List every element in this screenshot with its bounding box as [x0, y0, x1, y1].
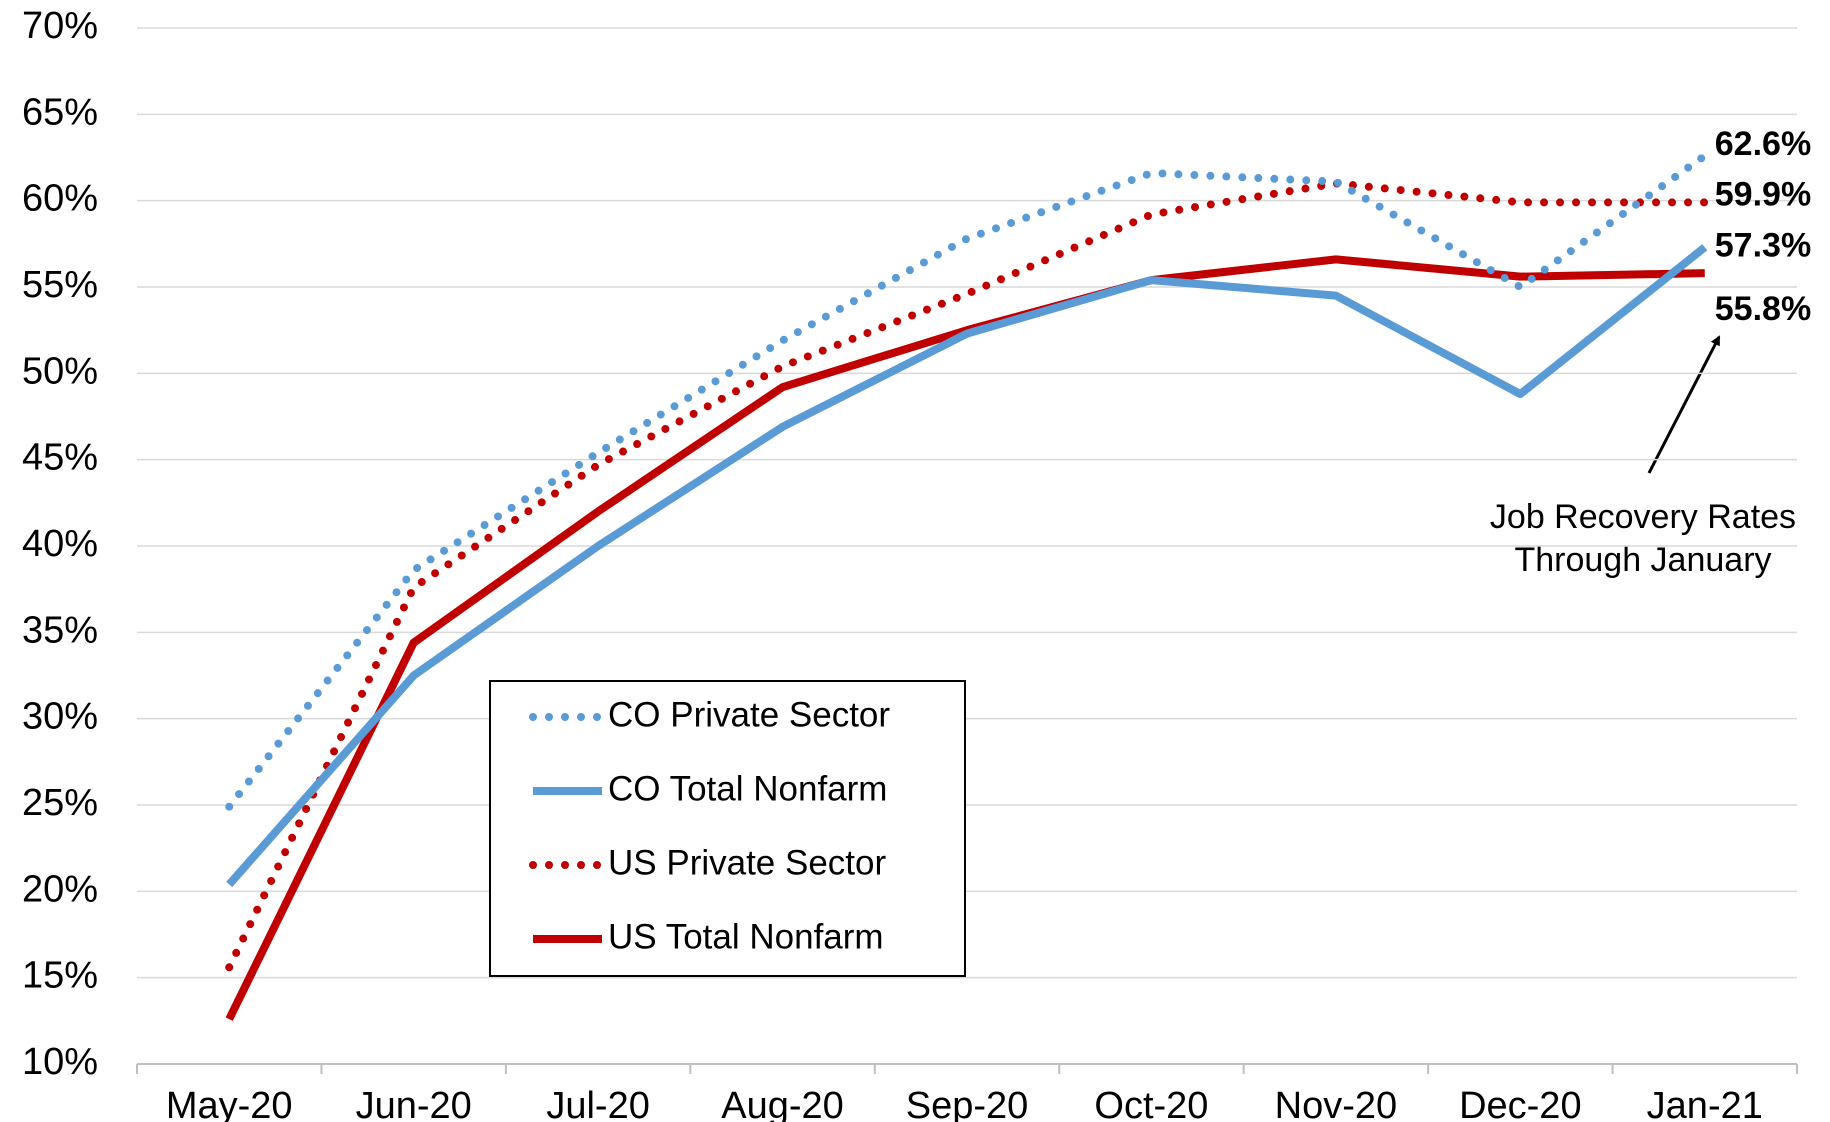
- series-line: [225, 151, 1709, 811]
- y-tick-label: 45%: [22, 437, 98, 479]
- y-tick-label: 50%: [22, 350, 98, 392]
- legend: CO Private Sector CO Total Nonfarm US Priv…: [489, 680, 966, 977]
- x-tick-label: Dec-20: [1459, 1085, 1582, 1122]
- y-tick-label: 65%: [22, 91, 98, 133]
- y-tick-label: 55%: [22, 264, 98, 306]
- value-label: 59.9%: [1715, 175, 1811, 213]
- y-tick-label: 40%: [22, 523, 98, 565]
- y-tick-label: 70%: [22, 5, 98, 47]
- x-tick-label: Jan-21: [1647, 1085, 1763, 1122]
- x-tick-label: Jul-20: [546, 1085, 650, 1122]
- y-tick-label: 15%: [22, 955, 98, 997]
- x-tick-label: Oct-20: [1094, 1085, 1208, 1122]
- legend-label: CO Private Sector: [608, 695, 890, 734]
- x-tick-label: Nov-20: [1275, 1085, 1398, 1122]
- series-line: [225, 179, 1709, 972]
- y-tick-label: 25%: [22, 782, 98, 824]
- x-tick-label: Jun-20: [356, 1085, 472, 1122]
- x-tick-label: Sep-20: [906, 1085, 1029, 1122]
- y-tick-label: 35%: [22, 609, 98, 651]
- x-tick-label: Aug-20: [721, 1085, 844, 1122]
- grid: 10% 15% 20% 25% 30% 35% 40% 45% 50% 55% 60% 65% 70% M…: [22, 5, 1798, 1122]
- value-label: 55.8%: [1715, 290, 1811, 328]
- annotation: Job Recovery Rates: [1490, 498, 1796, 536]
- annotation-arrow: [1647, 335, 1721, 474]
- legend-label: US Total Nonfarm: [608, 917, 884, 956]
- legend-label: US Private Sector: [608, 843, 886, 882]
- y-tick-label: 60%: [22, 178, 98, 220]
- legend-box: [489, 680, 966, 977]
- value-label: 57.3%: [1715, 226, 1811, 264]
- series-line: [226, 244, 1708, 888]
- annotation: Through January: [1514, 541, 1771, 579]
- x-tick-label: May-20: [166, 1085, 293, 1122]
- y-tick-label: 20%: [22, 868, 98, 910]
- y-tick-label: 30%: [22, 696, 98, 738]
- value-label: 62.6%: [1715, 125, 1811, 163]
- y-tick-label: 10%: [22, 1041, 98, 1083]
- legend-label: CO Total Nonfarm: [608, 769, 887, 808]
